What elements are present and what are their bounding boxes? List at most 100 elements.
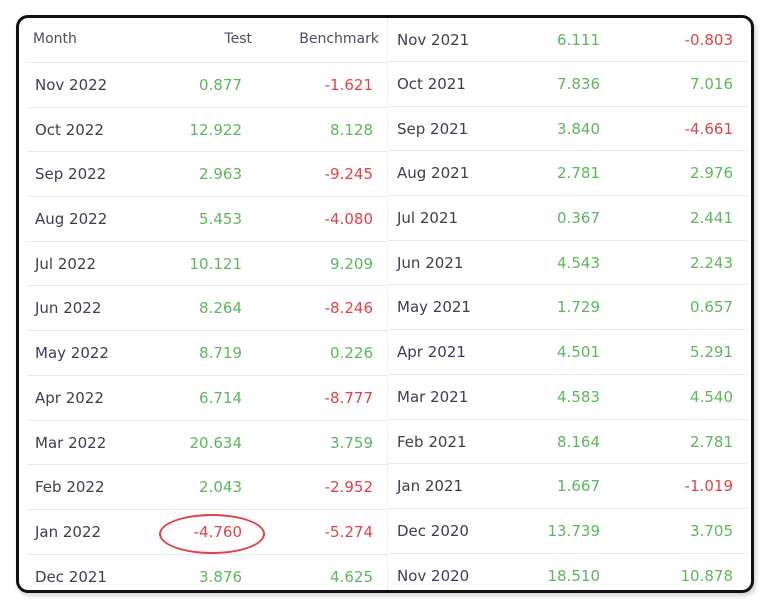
- cell-benchmark: -5.274: [324, 522, 373, 541]
- cell-month: Sep 2021: [397, 119, 469, 138]
- cell-benchmark: -1.621: [324, 76, 373, 94]
- table-row: Jun 2021 4.543 2.243: [389, 241, 747, 286]
- table-row: Oct 2021 7.836 7.016: [389, 62, 747, 107]
- table-row: Dec 2020 13.739 3.705: [389, 509, 747, 554]
- cell-test: 6.714: [199, 388, 242, 407]
- cell-benchmark: -4.080: [324, 210, 373, 229]
- cell-month: Jan 2022: [35, 522, 102, 541]
- cell-benchmark: 7.016: [690, 75, 733, 93]
- cell-month: May 2021: [397, 298, 471, 317]
- cell-test: 18.510: [547, 566, 601, 585]
- cell-benchmark: 2.243: [690, 253, 733, 272]
- cell-month: Apr 2022: [35, 388, 104, 407]
- cell-month: Dec 2020: [397, 521, 469, 540]
- table-row: Oct 2022 12.922 8.128: [29, 108, 387, 153]
- table-row: Mar 2021 4.583 4.540: [389, 375, 747, 420]
- cell-month: Nov 2022: [35, 76, 108, 94]
- cell-test: 7.836: [557, 75, 600, 93]
- table-row: Dec 2021 3.876 4.625: [29, 555, 387, 590]
- cell-test: 10.121: [189, 254, 243, 273]
- table-row: Feb 2021 8.164 2.781: [389, 420, 747, 465]
- cell-test: 0.367: [557, 209, 600, 228]
- table-row: Jul 2021 0.367 2.441: [389, 196, 747, 241]
- table-body-left: Nov 2022 0.877 -1.621 Oct 2022 12.922 8.128 Se…: [29, 63, 387, 590]
- cell-benchmark: -2.952: [324, 478, 373, 497]
- cell-month: Nov 2020: [397, 566, 470, 585]
- returns-table-frame: Month Test Benchmark Nov 2022 0.877 -1.621…: [16, 15, 754, 593]
- cell-month: Jul 2021: [397, 209, 459, 228]
- panel-divider: [387, 18, 388, 590]
- cell-month: Nov 2021: [397, 31, 470, 49]
- header-test[interactable]: Test: [224, 31, 252, 47]
- cell-month: Apr 2021: [397, 343, 466, 362]
- cell-benchmark: 9.209: [330, 254, 373, 273]
- cell-test: 0.877: [199, 76, 242, 94]
- cell-benchmark: -8.246: [324, 299, 373, 318]
- cell-benchmark: -4.661: [684, 119, 733, 138]
- table-row: Sep 2022 2.963 -9.245: [29, 152, 387, 198]
- cell-month: Mar 2022: [35, 433, 107, 452]
- cell-benchmark: 3.705: [690, 521, 733, 540]
- cell-benchmark: 2.441: [690, 209, 733, 228]
- cell-test: -4.760: [193, 522, 242, 541]
- cell-month: Feb 2021: [397, 432, 467, 451]
- cell-test: 1.729: [557, 298, 600, 317]
- cell-test: 12.922: [189, 120, 243, 139]
- cell-test: 1.667: [557, 477, 600, 496]
- cell-test: 13.739: [547, 521, 601, 540]
- cell-test: 20.634: [189, 433, 243, 452]
- cell-test: 3.840: [557, 119, 600, 138]
- table-body-right: Nov 2021 6.111 -0.803 Oct 2021 7.836 7.016 Sep…: [389, 18, 747, 590]
- table-row: Apr 2021 4.501 5.291: [389, 330, 747, 375]
- cell-test: 4.543: [557, 253, 600, 272]
- table-row: Nov 2020 18.510 10.878: [389, 554, 747, 590]
- returns-table-left: Month Test Benchmark Nov 2022 0.877 -1.621…: [29, 18, 387, 590]
- cell-month: Oct 2021: [397, 75, 466, 93]
- table-row: May 2021 1.729 0.657: [389, 285, 747, 331]
- table-row: Jan 2022 -4.760 -5.274: [29, 510, 387, 555]
- cell-benchmark: 5.291: [690, 343, 733, 362]
- header-benchmark[interactable]: Benchmark: [299, 31, 379, 47]
- table-row: Jul 2022 10.121 9.209: [29, 242, 387, 287]
- table-row: May 2022 8.719 0.226: [29, 331, 387, 376]
- cell-test: 2.781: [557, 164, 600, 183]
- cell-benchmark: 2.781: [690, 432, 733, 451]
- cell-test: 8.264: [199, 299, 242, 318]
- cell-test: 5.453: [199, 210, 242, 229]
- cell-month: Aug 2022: [35, 210, 108, 229]
- table-row: Apr 2022 6.714 -8.777: [29, 376, 387, 421]
- table-row: Jun 2022 8.264 -8.246: [29, 286, 387, 332]
- table-row: Mar 2022 20.634 3.759: [29, 421, 387, 466]
- cell-test: 8.719: [199, 344, 242, 363]
- cell-month: Jun 2022: [35, 299, 102, 318]
- cell-month: Sep 2022: [35, 165, 107, 184]
- table-row: Feb 2022 2.043 -2.952: [29, 465, 387, 510]
- cell-benchmark: 4.540: [690, 387, 733, 406]
- cell-month: Jan 2021: [397, 477, 464, 496]
- cell-month: Oct 2022: [35, 120, 104, 139]
- cell-month: Jun 2021: [397, 253, 464, 272]
- cell-benchmark: 0.657: [690, 298, 733, 317]
- cell-test: 2.043: [199, 478, 242, 497]
- cell-benchmark: -1.019: [684, 477, 733, 496]
- cell-benchmark: -0.803: [684, 31, 733, 49]
- cell-benchmark: 2.976: [690, 164, 733, 183]
- cell-month: Dec 2021: [35, 567, 107, 586]
- table-row: Nov 2021 6.111 -0.803: [389, 18, 747, 62]
- cell-benchmark: -9.245: [324, 165, 373, 184]
- cell-month: Aug 2021: [397, 164, 470, 183]
- cell-benchmark: 3.759: [330, 433, 373, 452]
- cell-month: Jul 2022: [35, 254, 97, 273]
- table-row: Sep 2021 3.840 -4.661: [389, 107, 747, 152]
- cell-benchmark: -8.777: [324, 388, 373, 407]
- table-row: Nov 2022 0.877 -1.621: [29, 63, 387, 108]
- cell-month: Feb 2022: [35, 478, 105, 497]
- cell-test: 2.963: [199, 165, 242, 184]
- table-row: Jan 2021 1.667 -1.019: [389, 464, 747, 509]
- cell-benchmark: 0.226: [330, 344, 373, 363]
- cell-test: 6.111: [557, 31, 600, 49]
- header-month[interactable]: Month: [33, 31, 77, 47]
- table-row: Aug 2022 5.453 -4.080: [29, 197, 387, 242]
- cell-month: Mar 2021: [397, 387, 469, 406]
- returns-table-right: Nov 2021 6.111 -0.803 Oct 2021 7.836 7.016 Sep…: [389, 18, 747, 590]
